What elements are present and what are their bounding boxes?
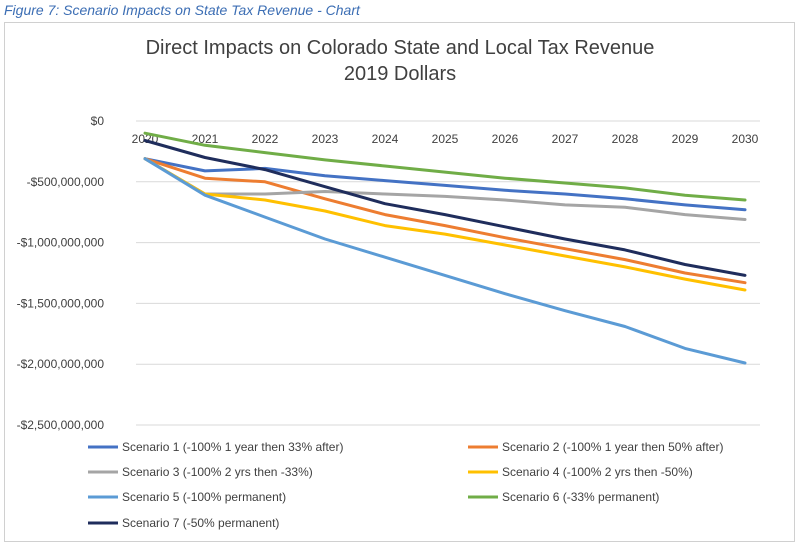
series-line-scenario-2 (143, 157, 747, 285)
x-tick-label: 2030 (732, 132, 759, 146)
x-tick-label: 2026 (492, 132, 519, 146)
series-line-scenario-7 (143, 139, 747, 277)
y-tick-label: -$2,000,000,000 (17, 357, 105, 371)
legend-label: Scenario 7 (-50% permanent) (122, 516, 279, 530)
y-tick-label: $0 (91, 114, 105, 128)
chart-subtitle: 2019 Dollars (344, 63, 456, 85)
legend-label: Scenario 2 (-100% 1 year then 50% after) (502, 440, 723, 454)
series-line-scenario-4 (143, 157, 747, 292)
legend: Scenario 1 (-100% 1 year then 33% after)… (88, 440, 723, 530)
series-line-scenario-3 (143, 157, 747, 221)
series-line-scenario-1 (143, 157, 747, 212)
x-tick-label: 2022 (252, 132, 279, 146)
x-tick-label: 2024 (372, 132, 399, 146)
y-tick-label: -$500,000,000 (27, 175, 105, 189)
legend-label: Scenario 5 (-100% permanent) (122, 490, 286, 504)
legend-label: Scenario 6 (-33% permanent) (502, 490, 659, 504)
x-tick-label: 2029 (672, 132, 699, 146)
legend-label: Scenario 1 (-100% 1 year then 33% after) (122, 440, 343, 454)
legend-label: Scenario 3 (-100% 2 yrs then -33%) (122, 465, 313, 479)
series-line-scenario-6 (143, 131, 747, 202)
y-tick-label: -$1,000,000,000 (17, 236, 105, 250)
y-axis-ticks: $0 -$500,000,000 -$1,000,000,000 -$1,500,00… (17, 114, 105, 432)
x-axis-ticks: 2020 2021 2022 2023 2024 2025 2026 2027 2028 2029… (132, 132, 759, 146)
series-lines (143, 131, 747, 365)
x-tick-label: 2027 (552, 132, 579, 146)
chart-frame (4, 22, 795, 542)
y-tick-label: -$1,500,000,000 (17, 296, 105, 310)
x-tick-label: 2028 (612, 132, 639, 146)
x-tick-label: 2025 (432, 132, 459, 146)
figure-caption: Figure 7: Scenario Impacts on State Tax … (4, 2, 360, 18)
x-tick-label: 2023 (312, 132, 339, 146)
legend-label: Scenario 4 (-100% 2 yrs then -50%) (502, 465, 693, 479)
chart-title: Direct Impacts on Colorado State and Loc… (146, 37, 655, 59)
series-line-scenario-5 (143, 157, 747, 365)
gridlines (136, 120, 760, 426)
y-tick-label: -$2,500,000,000 (17, 418, 105, 432)
